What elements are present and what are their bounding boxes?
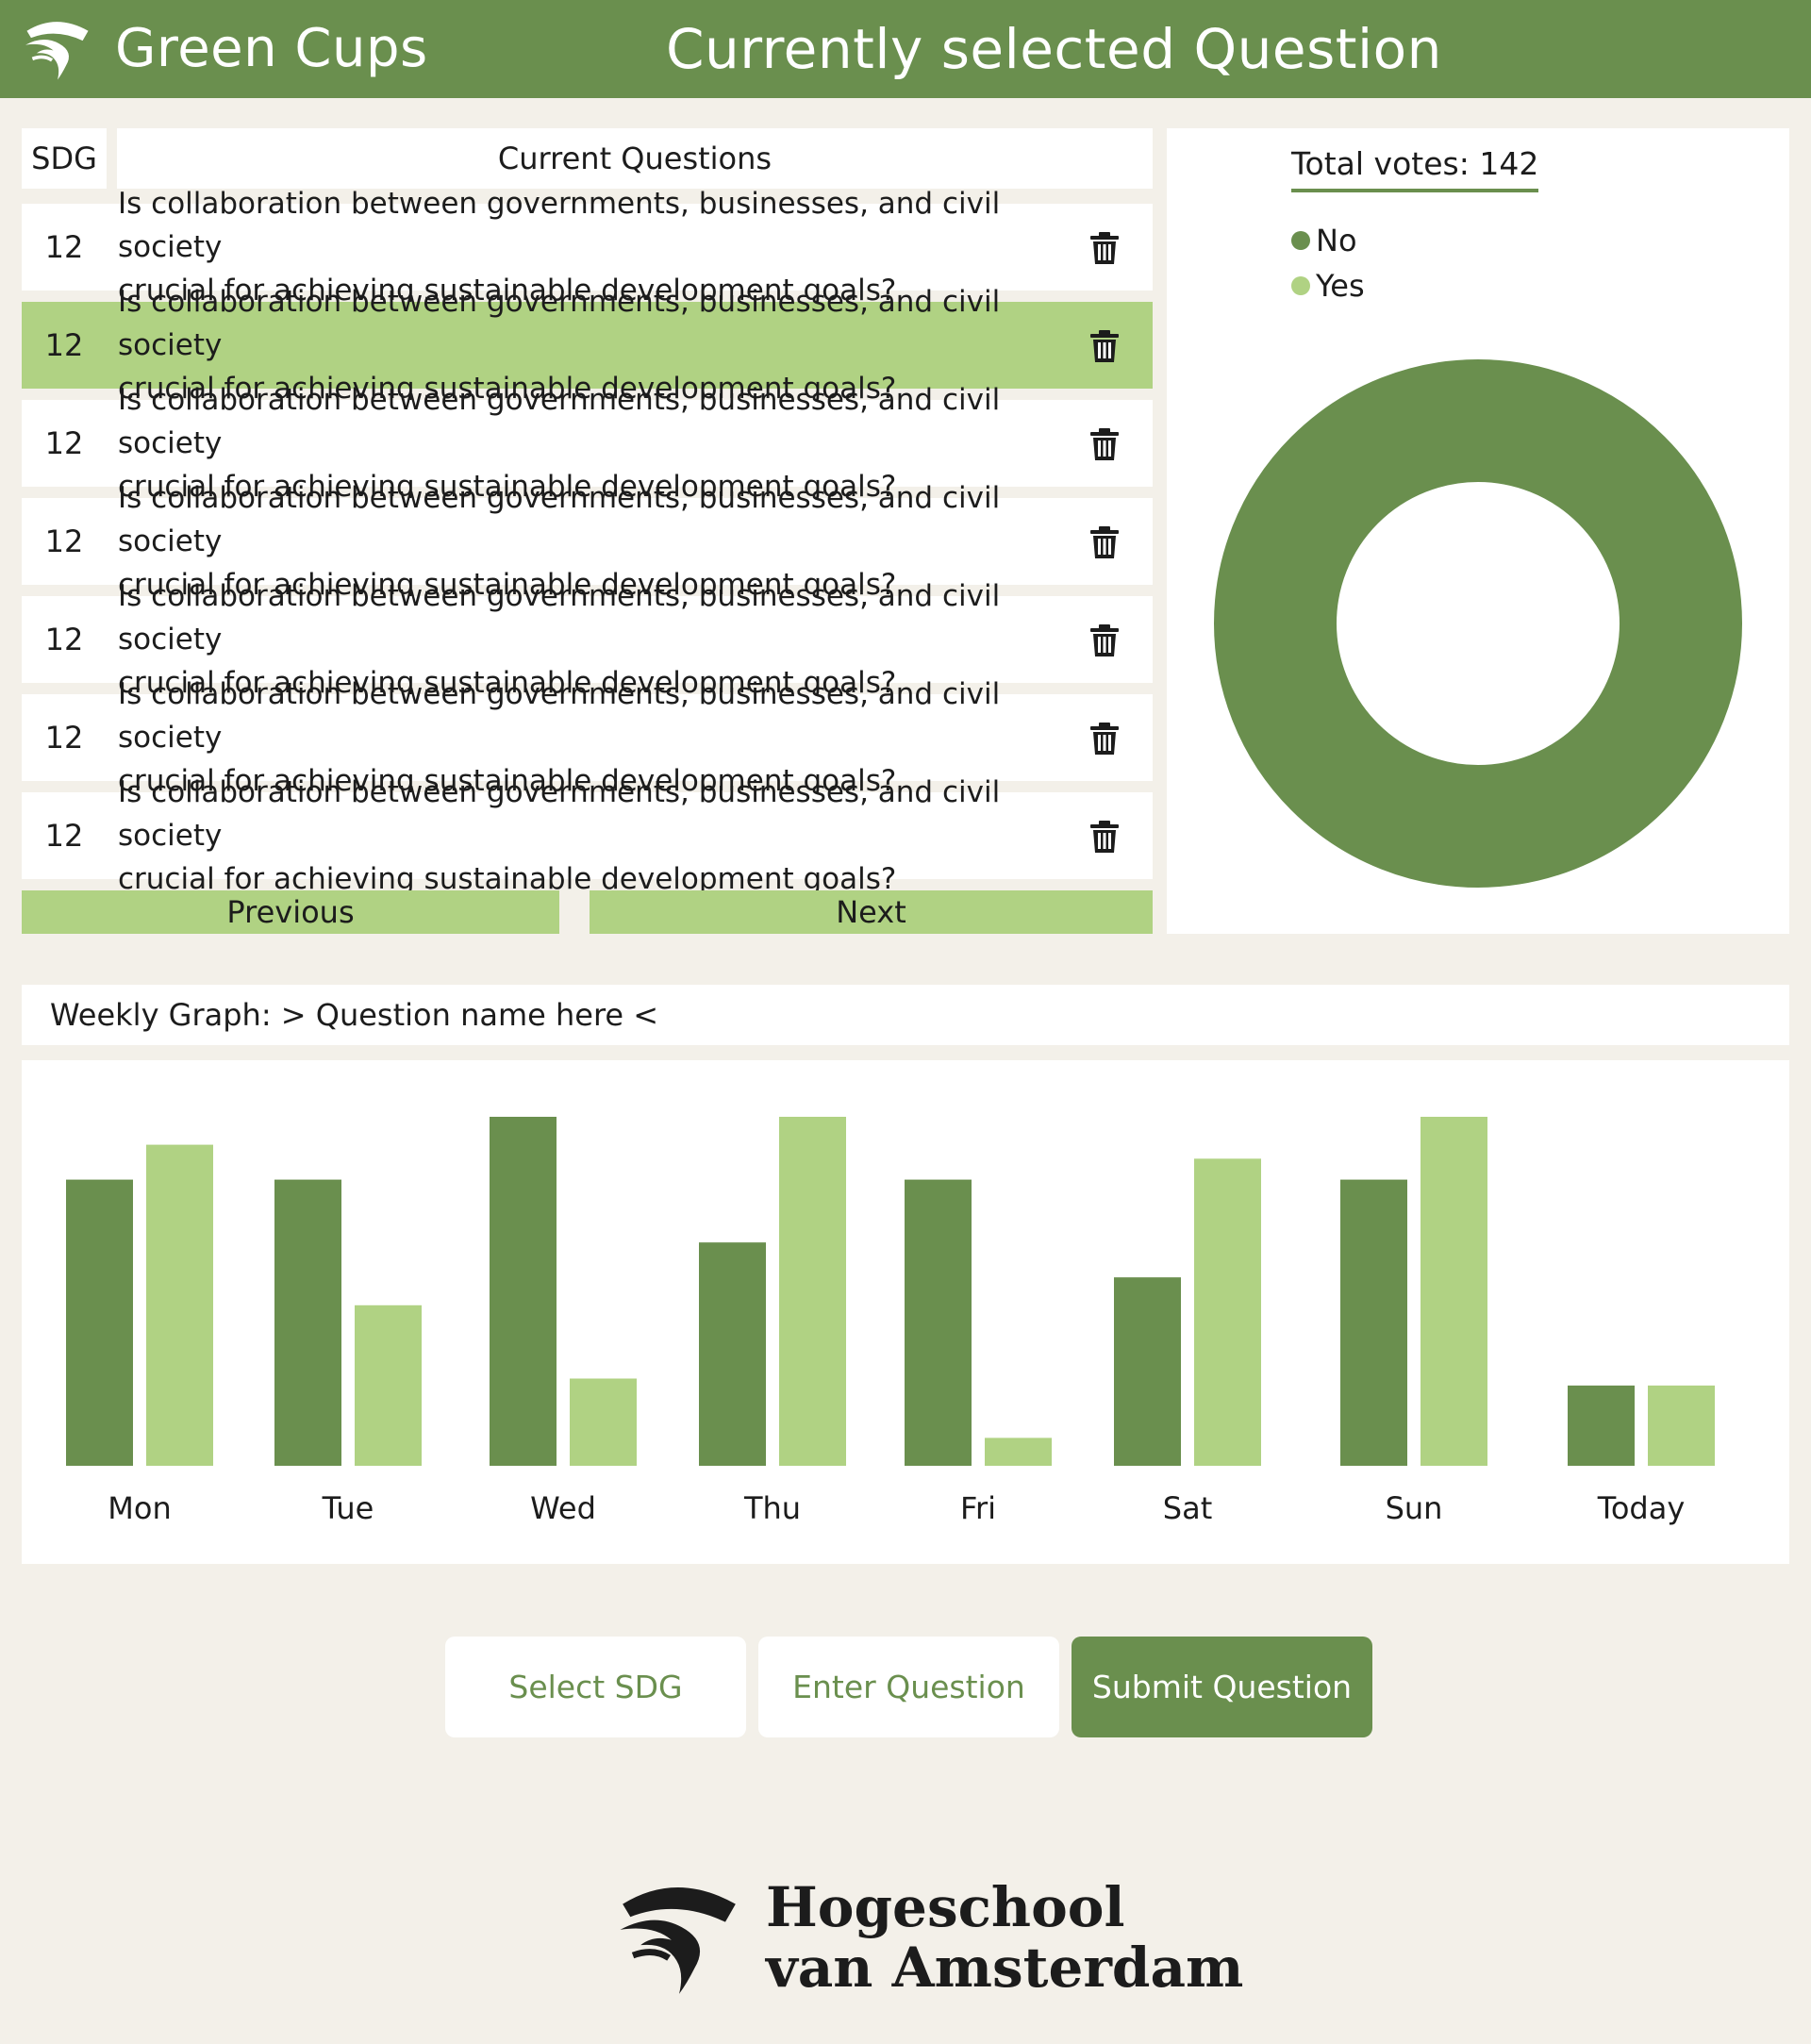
questions-column-header: Current Questions xyxy=(117,128,1153,189)
bar-mon-no xyxy=(66,1179,133,1466)
question-text: Is collaboration between governments, bu… xyxy=(118,285,1042,406)
bar-tue-no xyxy=(274,1179,341,1466)
bar-sat-yes xyxy=(1194,1158,1261,1466)
legend-no-label: No xyxy=(1316,223,1357,258)
submit-question-button[interactable]: Submit Question xyxy=(1072,1637,1372,1737)
x-tick-label: Sun xyxy=(1386,1490,1443,1526)
question-text-line1: Is collaboration between governments, bu… xyxy=(118,285,1001,362)
bar-wed-no xyxy=(490,1117,557,1466)
footer-line1: Hogeschool xyxy=(766,1875,1125,1939)
legend-yes: Yes xyxy=(1291,268,1365,304)
previous-button[interactable]: Previous xyxy=(22,890,559,934)
question-row[interactable]: 12 Is collaboration between governments, … xyxy=(22,285,1153,406)
brand-name: Green Cups xyxy=(115,18,428,79)
x-tick-label: Wed xyxy=(530,1490,596,1526)
question-sdg: 12 xyxy=(44,425,84,461)
bar-fri-no xyxy=(905,1179,972,1466)
weekly-graph-title: Weekly Graph: > Question name here < xyxy=(22,985,1789,1045)
question-sdg: 12 xyxy=(44,229,84,265)
question-sdg: 12 xyxy=(44,720,84,756)
trash-icon[interactable] xyxy=(1089,623,1120,657)
bar-sun-yes xyxy=(1421,1117,1487,1466)
question-row[interactable]: 12 Is collaboration between governments, … xyxy=(22,481,1153,602)
bar-sat-no xyxy=(1114,1277,1181,1466)
trash-icon[interactable] xyxy=(1089,820,1120,854)
x-tick-label: Tue xyxy=(322,1490,374,1526)
question-text: Is collaboration between governments, bu… xyxy=(118,187,1042,307)
page-title: Currently selected Question xyxy=(666,17,1442,81)
x-tick-label: Mon xyxy=(108,1490,171,1526)
trash-icon[interactable] xyxy=(1089,329,1120,363)
votes-donut-chart xyxy=(1214,359,1742,888)
question-text-line1: Is collaboration between governments, bu… xyxy=(118,187,1001,264)
trash-icon[interactable] xyxy=(1089,427,1120,461)
footer-institution-name: Hogeschool van Amsterdam xyxy=(766,1877,1243,1998)
legend-no: No xyxy=(1291,223,1357,258)
question-sdg: 12 xyxy=(44,327,84,363)
trash-icon[interactable] xyxy=(1089,525,1120,559)
votes-panel: Total votes: 142 No Yes xyxy=(1167,128,1789,934)
footer-line2: van Amsterdam xyxy=(766,1936,1244,2000)
bar-fri-yes xyxy=(985,1437,1052,1466)
question-row[interactable]: 12 Is collaboration between governments, … xyxy=(22,677,1153,798)
trash-icon[interactable] xyxy=(1089,722,1120,756)
question-text: Is collaboration between governments, bu… xyxy=(118,383,1042,504)
app-header: Green Cups Currently selected Question xyxy=(0,0,1811,98)
hva-logo-icon xyxy=(25,22,89,80)
select-sdg-field[interactable]: Select SDG xyxy=(445,1637,746,1737)
bar-thu-no xyxy=(699,1242,766,1466)
bar-wed-yes xyxy=(570,1378,637,1466)
question-sdg: 12 xyxy=(44,622,84,657)
legend-yes-label: Yes xyxy=(1316,268,1365,304)
bar-mon-yes xyxy=(146,1144,213,1466)
x-tick-label: Sat xyxy=(1163,1490,1212,1526)
sdg-column-header: SDG xyxy=(22,128,107,189)
weekly-chart-panel: Mon Tue Wed Thu Fri Sat Sun Today xyxy=(22,1060,1789,1564)
x-tick-label: Today xyxy=(1597,1490,1686,1526)
question-text: Is collaboration between governments, bu… xyxy=(118,481,1042,602)
trash-icon[interactable] xyxy=(1089,231,1120,265)
bar-today-no xyxy=(1568,1385,1635,1466)
question-text-line1: Is collaboration between governments, bu… xyxy=(118,579,1001,656)
weekly-bar-chart: Mon Tue Wed Thu Fri Sat Sun Today xyxy=(66,1117,1715,1526)
bar-sun-no xyxy=(1340,1179,1407,1466)
question-text: Is collaboration between governments, bu… xyxy=(118,775,1042,896)
question-text-line1: Is collaboration between governments, bu… xyxy=(118,775,1001,853)
donut-slice-no xyxy=(1214,359,1742,888)
question-text: Is collaboration between governments, bu… xyxy=(118,677,1042,798)
question-row[interactable]: 12 Is collaboration between governments, … xyxy=(22,187,1153,307)
question-text-line1: Is collaboration between governments, bu… xyxy=(118,383,1001,460)
next-button[interactable]: Next xyxy=(590,890,1153,934)
hva-logo-icon xyxy=(620,1886,736,1994)
bar-tue-yes xyxy=(355,1305,422,1466)
question-row[interactable]: 12 Is collaboration between governments, … xyxy=(22,383,1153,504)
total-votes: Total votes: 142 xyxy=(1291,145,1539,192)
bar-today-yes xyxy=(1648,1385,1715,1466)
question-text: Is collaboration between governments, bu… xyxy=(118,579,1042,700)
question-sdg: 12 xyxy=(44,523,84,559)
bar-thu-yes xyxy=(779,1117,846,1466)
legend-yes-swatch xyxy=(1291,276,1310,295)
question-text-line1: Is collaboration between governments, bu… xyxy=(118,677,1001,755)
question-row[interactable]: 12 Is collaboration between governments, … xyxy=(22,579,1153,700)
x-tick-label: Thu xyxy=(743,1490,801,1526)
x-tick-label: Fri xyxy=(960,1490,996,1526)
question-text-line1: Is collaboration between governments, bu… xyxy=(118,481,1001,558)
question-row[interactable]: 12 Is collaboration between governments, … xyxy=(22,775,1153,896)
enter-question-field[interactable]: Enter Question xyxy=(758,1637,1059,1737)
legend-no-swatch xyxy=(1291,231,1310,250)
question-sdg: 12 xyxy=(44,818,84,854)
